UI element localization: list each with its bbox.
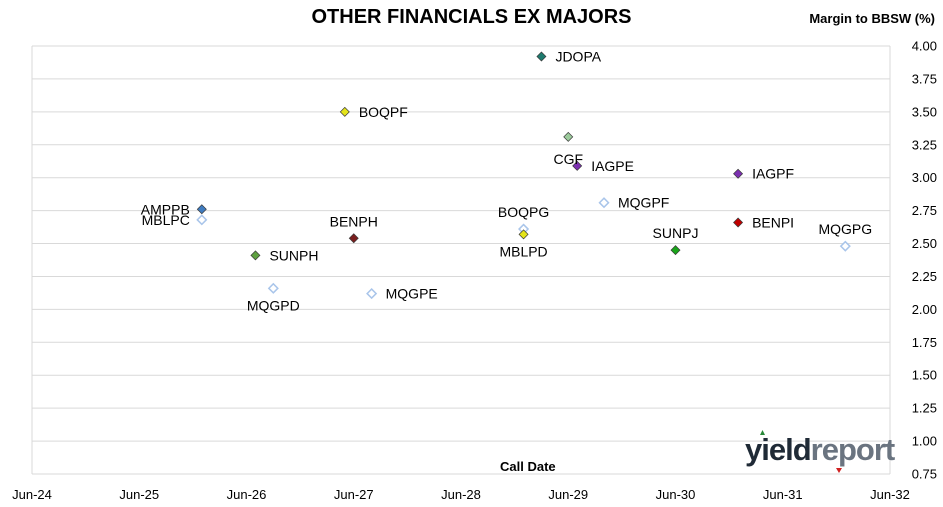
y-tick-label: 0.75 [912,467,937,482]
point-amppb [196,204,207,215]
grid-lines [31,45,891,475]
point-label-benph: BENPH [330,213,378,229]
point-benpi [733,217,744,228]
point-iagpf [733,168,744,179]
y-tick-label: 1.00 [912,434,937,449]
point-label-boqpf: BOQPF [359,104,408,120]
point-label-sunph: SUNPH [269,247,318,263]
x-axis-title: Call Date [500,459,556,474]
point-mqgpf [598,197,610,209]
point-mqgpd [267,282,279,294]
point-benph [348,233,359,244]
y-tick-label: 3.25 [912,137,937,152]
point-mblpd [518,229,529,240]
x-tick-label: Jun-28 [441,487,481,502]
point-label-sunpj: SUNPJ [653,225,699,241]
point-boqpf [339,106,350,117]
point-label-amppb: AMPPB [141,201,190,217]
point-label-mqgpg: MQGPG [818,221,872,237]
x-tick-label: Jun-24 [12,487,52,502]
point-label-mqgpd: MQGPD [247,297,300,313]
y-tick-label: 1.50 [912,368,937,383]
y-tick-label: 2.50 [912,236,937,251]
point-label-iagpf: IAGPF [752,166,794,182]
x-tick-label: Jun-27 [334,487,374,502]
chart-title: OTHER FINANCIALS EX MAJORS [311,6,632,28]
point-jdopa [536,51,547,62]
point-label-mqgpf: MQGPF [618,195,669,211]
point-label-benpi: BENPI [752,214,794,230]
y-tick-label: 2.75 [912,203,937,218]
x-tick-label: Jun-30 [656,487,696,502]
x-tick-label: Jun-26 [227,487,267,502]
y-tick-label: 3.50 [912,104,937,119]
y-tick-label: 3.75 [912,71,937,86]
y-tick-label: 1.25 [912,401,937,416]
logo-accent-icon [836,468,842,473]
x-tick-label: Jun-29 [548,487,588,502]
point-sunph [250,250,261,261]
x-tick-label: Jun-32 [870,487,910,502]
point-iagpe [572,160,583,171]
y-tick-label: 2.25 [912,269,937,284]
y-axis-title: Margin to BBSW (%) [809,11,935,26]
point-label-mqgpe: MQGPE [386,286,438,302]
point-label-mblpd: MBLPD [499,243,547,259]
point-mblpc [196,214,208,226]
x-tick-label: Jun-31 [763,487,803,502]
logo-part-report: report [810,432,896,467]
point-label-jdopa: JDOPA [555,49,601,65]
logo-part-yield: yield [745,432,812,467]
yieldreport-logo: yieldreport [745,432,896,467]
y-tick-label: 4.00 [912,39,937,54]
point-sunpj [670,245,681,256]
point-label-cgf: CGF [553,151,583,167]
y-tick-label: 1.75 [912,335,937,350]
point-mqgpg [839,240,851,252]
logo-mark-icon [760,430,765,435]
y-tick-label: 3.00 [912,170,937,185]
point-label-iagpe: IAGPE [591,158,634,174]
point-cgf [563,131,574,142]
y-tick-labels: 0.75 1.00 1.25 1.50 1.75 2.00 2.25 2.50 2.75 3.00… [912,39,937,482]
x-tick-label: Jun-25 [119,487,159,502]
y-tick-label: 2.00 [912,302,937,317]
data-points [196,51,851,300]
point-mqgpe [366,288,378,300]
point-label-mblpc: MBLPC [142,212,190,228]
point-label-boqpg: BOQPG [498,204,549,220]
x-tick-labels: Jun-24 Jun-25 Jun-26 Jun-27 Jun-28 Jun-29 Jun-… [12,487,910,502]
